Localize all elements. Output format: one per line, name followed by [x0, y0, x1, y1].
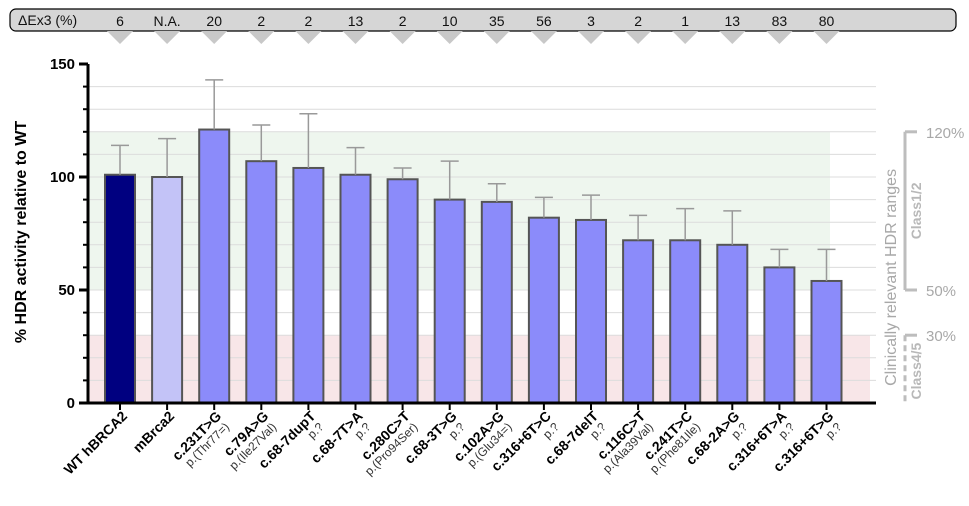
delta-ex3-value: 56 — [536, 13, 552, 29]
y-tick-label: 50 — [58, 282, 75, 299]
delta-ex3-value: 6 — [116, 13, 124, 29]
bar-9 — [480, 200, 513, 404]
y-tick-label: 100 — [50, 169, 75, 186]
bar-5 — [292, 166, 325, 404]
delta-ex3-pointer — [625, 31, 652, 44]
bar-16 — [810, 279, 843, 404]
delta-ex3-value: 1 — [681, 13, 689, 29]
delta-ex3-pointer — [107, 31, 133, 44]
delta-ex3-pointer — [530, 31, 557, 44]
delta-ex3-pointer — [201, 31, 228, 44]
y-tick-labels: 0 50 100 150 — [50, 56, 75, 412]
y-axis-label: % HDR activity relative to WT — [13, 121, 30, 344]
bar-2 — [151, 176, 184, 404]
delta-ex3-label: ΔEx3 (%) — [18, 12, 77, 28]
bar-14 — [716, 243, 749, 404]
delta-ex3-value: 13 — [725, 13, 741, 29]
bar-4 — [245, 160, 278, 404]
band-label-50: 50% — [926, 283, 956, 300]
bars — [104, 128, 843, 404]
band-label-120: 120% — [926, 125, 964, 142]
bar-7 — [386, 178, 419, 404]
delta-ex3-pointer — [719, 31, 746, 44]
x-tick-label: WT hBRCA2 — [61, 408, 131, 478]
clinical-ranges-annotation: 120% 50% 30% Class1/2 Class4/5 Clinically rel… — [883, 125, 964, 403]
delta-ex3-pointer — [295, 31, 322, 44]
x-tick-label-group: c.231T>Gp.(Thr77=) — [169, 408, 232, 470]
bar-15 — [763, 266, 796, 404]
delta-ex3-pointer — [436, 31, 463, 44]
delta-ex3-pointer — [342, 31, 369, 44]
clinical-ranges-title: Clinically relevant HDR ranges — [883, 169, 900, 386]
delta-ex3-pointer — [672, 31, 699, 44]
delta-ex3-pointer — [248, 31, 275, 44]
delta-ex3-value: 2 — [257, 13, 265, 29]
bar-3 — [198, 128, 231, 404]
delta-ex3-value: 13 — [348, 13, 364, 29]
x-tick-label: mBrca2 — [130, 408, 178, 456]
delta-ex3-value: 2 — [305, 13, 313, 29]
delta-ex3-value: N.A. — [153, 13, 180, 29]
bar-12 — [622, 239, 655, 404]
delta-ex3-pointer — [154, 31, 181, 44]
delta-ex3-strip: ΔEx3 (%) 6 N.A. 20 2 2 13 2 10 35 56 3 2 1 13 83 80 — [9, 8, 957, 44]
delta-ex3-value: 35 — [489, 13, 505, 29]
delta-ex3-bar — [9, 8, 957, 32]
class12-label: Class1/2 — [908, 182, 924, 239]
x-tick-label-group: mBrca2 — [130, 408, 178, 456]
bar-11 — [575, 218, 607, 404]
delta-ex3-value: 83 — [772, 13, 788, 29]
error-bars — [111, 79, 836, 281]
delta-ex3-value: 10 — [442, 13, 458, 29]
bar-13 — [669, 239, 702, 404]
bar-10 — [527, 216, 560, 404]
delta-ex3-value: 2 — [634, 13, 642, 29]
delta-ex3-pointer — [389, 31, 416, 44]
delta-ex3-pointer — [766, 31, 793, 44]
bar-1 — [104, 173, 136, 404]
delta-ex3-pointer — [578, 31, 604, 44]
delta-ex3-value: 20 — [206, 13, 222, 29]
bar-8 — [433, 198, 466, 404]
class45-label: Class4/5 — [908, 342, 924, 399]
delta-ex3-value: 3 — [587, 13, 595, 29]
delta-ex3-value: 80 — [819, 13, 835, 29]
delta-ex3-value: 2 — [399, 13, 407, 29]
y-tick-label: 0 — [67, 395, 75, 412]
x-tick-labels: WT hBRCA2 mBrca2c.231T>Gp.(Thr77=)c.79A>G… — [61, 407, 845, 478]
band-label-30: 30% — [926, 328, 956, 345]
bar-6 — [339, 173, 372, 404]
x-tick-label-group: WT hBRCA2 — [61, 408, 131, 478]
y-tick-label: 150 — [50, 56, 75, 73]
delta-ex3-pointer — [483, 31, 510, 44]
axes — [79, 62, 876, 410]
delta-ex3-pointer — [813, 31, 840, 44]
